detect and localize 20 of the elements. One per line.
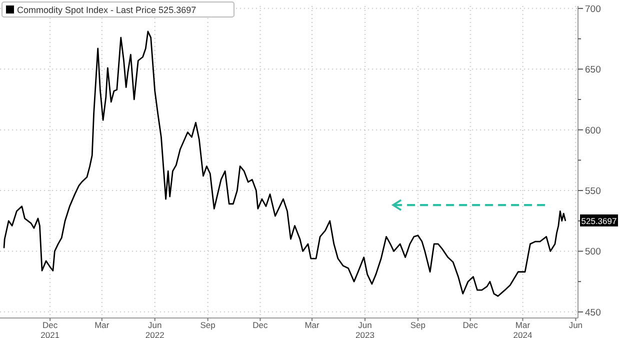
x-tick-label: Dec [462,320,479,330]
x-tick-label: Mar 2024 [513,320,532,338]
y-tick-label: 550 [585,186,601,198]
x-tick-label: Mar [94,320,110,330]
legend-label: Commodity Spot Index - Last Price 525.3697 [17,5,196,15]
line-series [3,30,566,297]
x-tick-label: Jun 2023 [356,320,375,338]
y-tick-label: 600 [585,125,601,136]
y-tick-label: 650 [585,64,601,76]
y-tick-label: 700 [585,4,601,15]
x-tick-label: Dec 2021 [40,320,60,338]
x-tick-label: Jun [568,320,583,330]
x-tick-label: Sep [200,320,216,330]
y-tick-label: 500 [585,246,601,258]
y-tick-label: 450 [585,307,601,318]
x-tick-label: Sep [410,320,426,330]
x-tick-label: Dec [252,320,269,330]
x-tick-label: Jun 2022 [145,320,165,338]
data-label: 525.3697 [581,216,617,226]
x-tick-label: Mar [304,320,320,330]
